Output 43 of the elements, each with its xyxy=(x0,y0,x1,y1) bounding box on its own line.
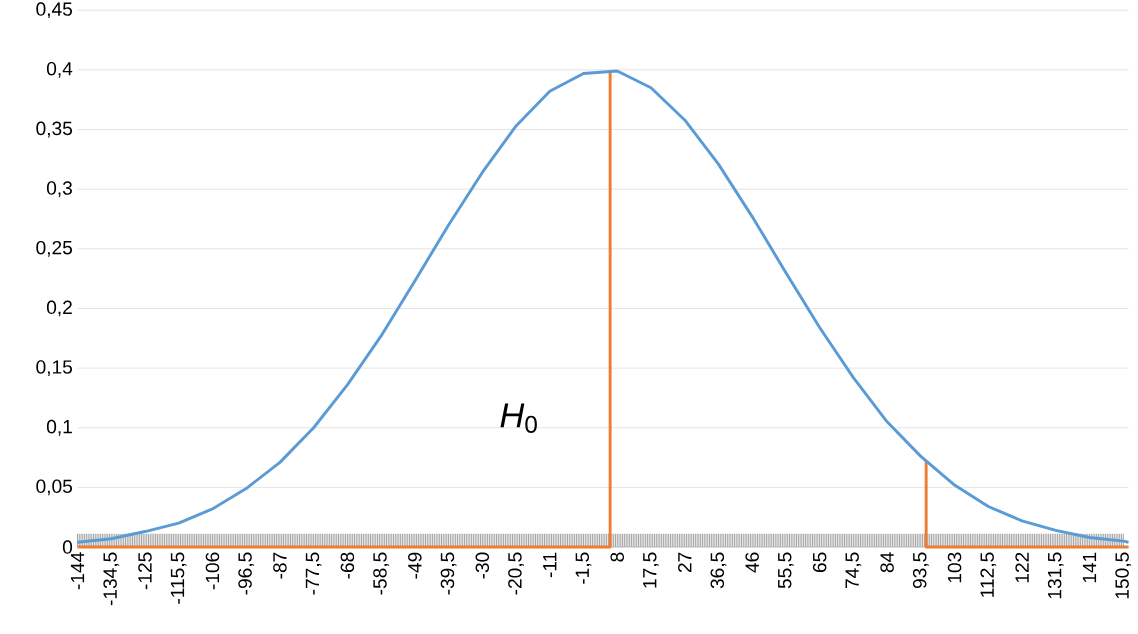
y-tick-label: 0,35 xyxy=(36,121,73,138)
x-tick-label: 103 xyxy=(947,552,962,583)
x-tick-label: -115,5 xyxy=(170,552,187,604)
x-tick-label: 93,5 xyxy=(912,552,929,589)
y-tick-label: 0,45 xyxy=(36,2,73,19)
y-tick-label: 0,3 xyxy=(46,181,72,198)
x-tick-label: 36,5 xyxy=(710,552,727,589)
x-tick-label: 46 xyxy=(745,552,759,573)
x-tick-label: -39,5 xyxy=(440,552,457,595)
y-tick-label: 0,25 xyxy=(36,240,73,257)
x-tick-label: -49 xyxy=(408,552,422,579)
x-tick-label: 84 xyxy=(880,552,894,573)
x-tick-label: 74,5 xyxy=(845,552,862,589)
x-tick-label: -144 xyxy=(70,552,85,590)
x-tick-label: -68 xyxy=(340,552,355,579)
x-tick-label: -11 xyxy=(543,552,557,578)
x-tick-label: 141 xyxy=(1082,552,1097,583)
x-tick-label: 131,5 xyxy=(1047,552,1064,599)
x-tick-label: 55,5 xyxy=(778,552,794,589)
x-tick-label: 27 xyxy=(678,552,692,573)
y-tick-label: 0,15 xyxy=(36,360,73,376)
x-tick-label: 8 xyxy=(610,552,625,562)
x-tick-label: -106 xyxy=(205,552,220,590)
x-tick-label: -30 xyxy=(475,552,490,579)
x-tick-label: 112,5 xyxy=(980,552,997,597)
y-tick-label: 0,2 xyxy=(46,300,72,317)
y-tick-label: 0,05 xyxy=(36,479,73,496)
x-tick-label: 17,5 xyxy=(643,552,659,588)
x-tick-label: 122 xyxy=(1015,552,1029,583)
x-tick-label: -1,5 xyxy=(575,552,592,584)
annotation: H$_{0}$ xyxy=(500,403,537,433)
y-tick-label: 0 xyxy=(62,540,73,554)
x-tick-label: -96,5 xyxy=(238,552,255,595)
x-tick-label: -87 xyxy=(273,552,287,579)
y-tick-label: 0,4 xyxy=(46,61,73,78)
x-tick-label: -20,5 xyxy=(508,552,524,595)
x-tick-label: 65 xyxy=(812,552,827,573)
y-tick-label: 0,1 xyxy=(46,419,72,436)
x-tick-label: 150,5 xyxy=(1115,552,1132,599)
x-tick-label: -58,5 xyxy=(373,552,389,595)
x-tick-label: -77,5 xyxy=(305,552,322,595)
x-tick-label: -125 xyxy=(138,552,152,590)
x-tick-label: -134,5 xyxy=(103,552,120,606)
